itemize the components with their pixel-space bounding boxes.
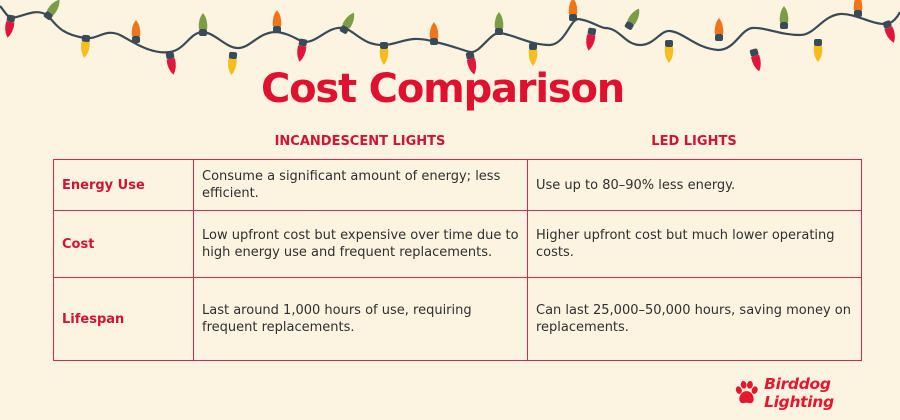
brand-logo: Birddog Lighting [735,375,900,411]
table-row-energy-use: Energy Use Consume a significant amount … [53,159,862,211]
page-title: Cost Comparison [260,66,625,112]
column-header-incandescent: INCANDESCENT LIGHTS [274,134,446,149]
cell-led: Can last 25,000–50,000 hours, saving mon… [527,277,862,361]
row-label: Energy Use [53,159,194,211]
string-lights-decoration [0,0,900,76]
cell-led: Higher upfront cost but much lower opera… [527,210,862,278]
brand-name: Birddog Lighting [764,375,834,411]
column-header-led: LED LIGHTS [651,134,737,149]
page-title-wrap: Cost Comparison [0,66,900,112]
table-row-lifespan: Lifespan Last around 1,000 hours of use,… [53,277,862,361]
table-row-cost: Cost Low upfront cost but expensive over… [53,210,862,278]
comparison-table: Energy Use Consume a significant amount … [53,159,862,361]
cell-incandescent: Consume a significant amount of energy; … [193,159,528,211]
cell-incandescent: Low upfront cost but expensive over time… [193,210,528,278]
row-label: Lifespan [53,277,194,361]
row-label: Cost [53,210,194,278]
cell-incandescent: Last around 1,000 hours of use, requirin… [193,277,528,361]
cell-led: Use up to 80–90% less energy. [527,159,862,211]
paw-print-icon [735,381,758,404]
